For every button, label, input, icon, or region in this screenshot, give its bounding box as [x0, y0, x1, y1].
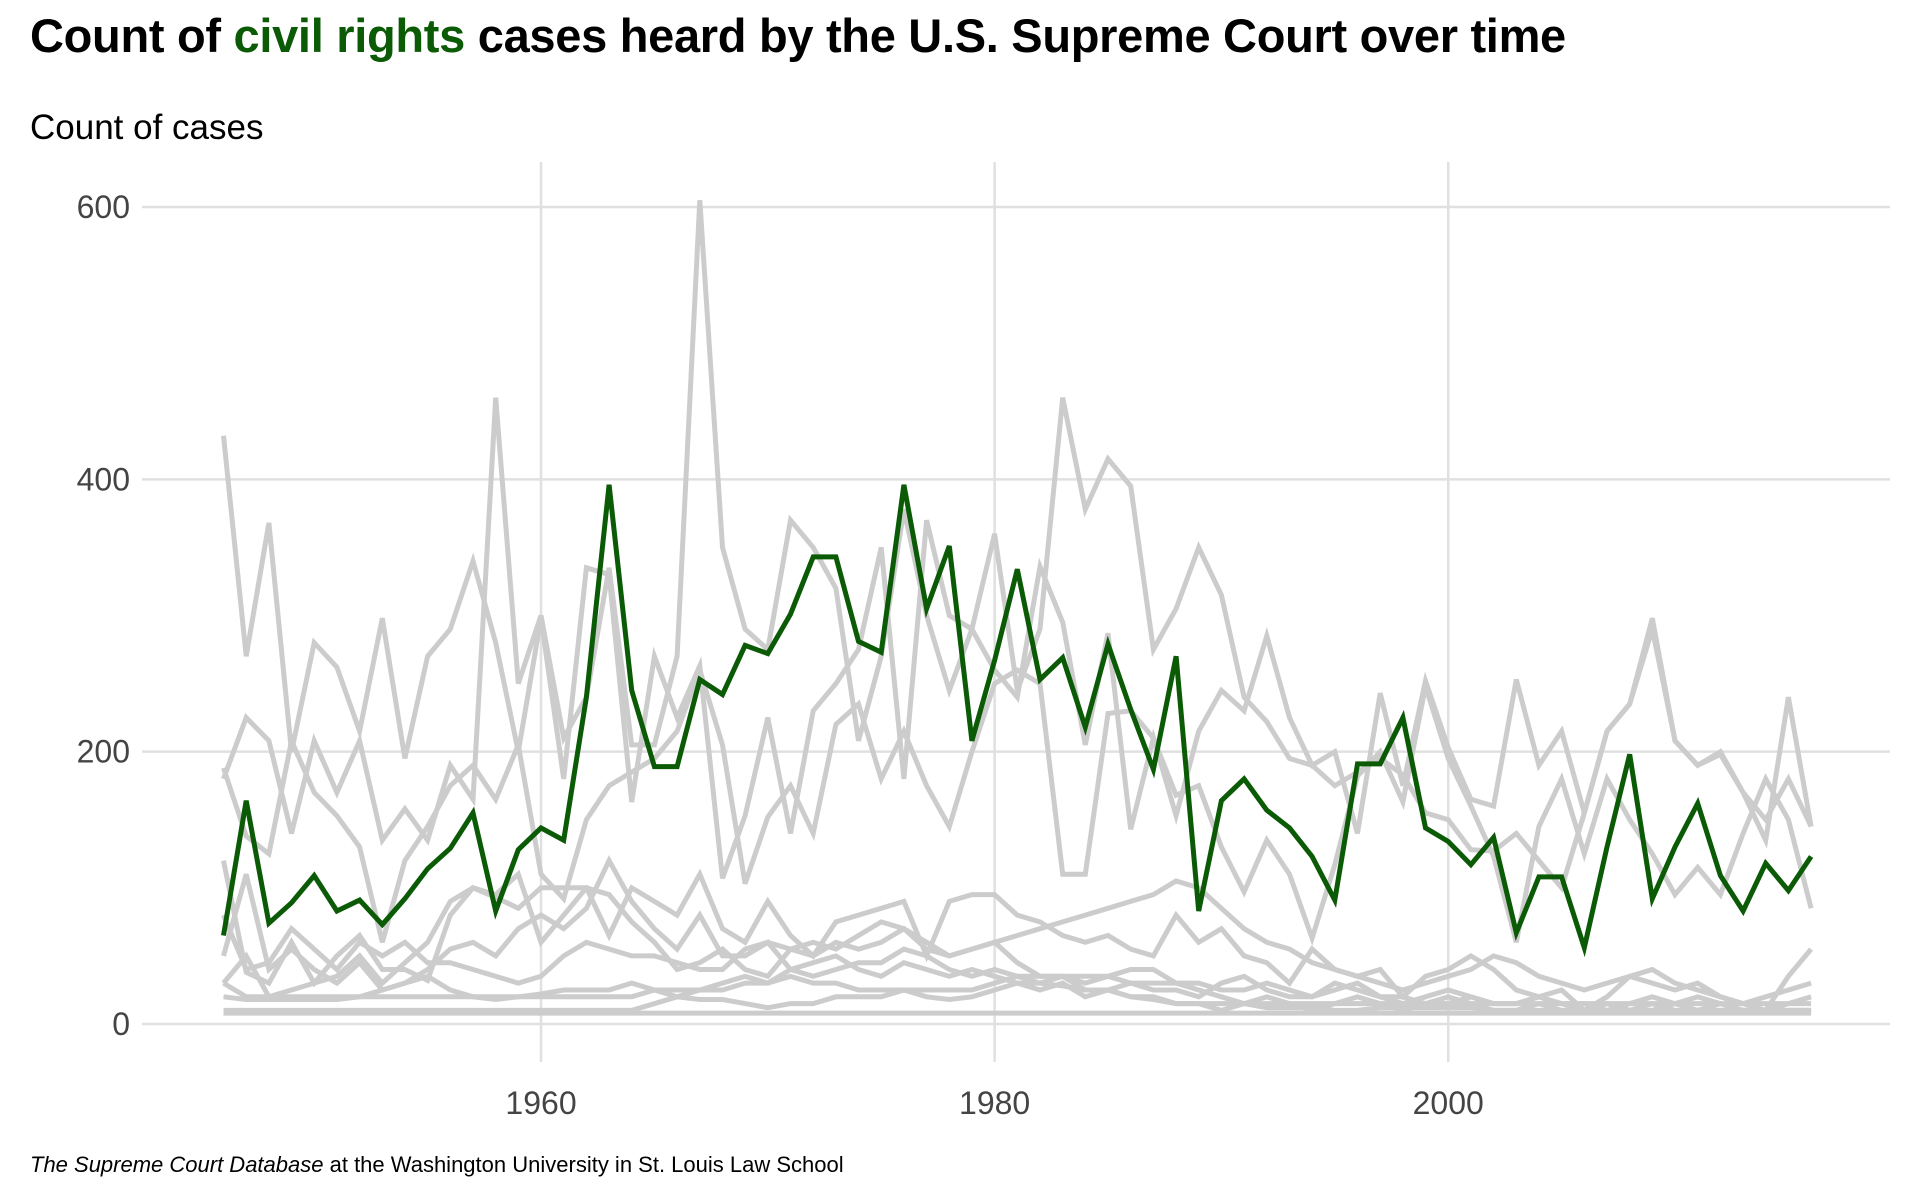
series-line-unions — [221, 869, 1812, 1014]
y-tick-label: 200 — [77, 734, 130, 770]
y-axis-label: Count of cases — [30, 108, 264, 147]
series-lines — [221, 200, 1814, 1016]
y-tick-label: 400 — [77, 461, 130, 497]
series-line-judicial-power — [221, 662, 1814, 947]
tick-labels: 0 200 400 600 1960 1980 2000 — [77, 189, 1484, 1121]
series-line-due-process — [221, 878, 1812, 1007]
x-tick-label: 2000 — [1413, 1085, 1484, 1121]
series-line-criminal-procedure — [221, 435, 1814, 880]
title-prefix: Count of — [30, 9, 234, 62]
series-line-economic-activity — [221, 200, 1814, 893]
title-highlight: civil rights — [233, 9, 466, 62]
x-tick-label: 1960 — [505, 1085, 576, 1121]
caption-rest: at the Washington University in St. Loui… — [323, 1152, 844, 1177]
chart-title: Count of civil rights cases heard by the… — [30, 8, 1566, 63]
gridlines — [142, 162, 1890, 1062]
y-tick-label: 0 — [112, 1006, 130, 1042]
x-tick-label: 1980 — [959, 1085, 1030, 1121]
series-line-civil-rights — [221, 484, 1814, 958]
y-tick-label: 600 — [77, 189, 130, 225]
caption-source-name: The Supreme Court Database — [30, 1152, 324, 1177]
title-suffix: cases heard by the U.S. Supreme Court ov… — [464, 9, 1566, 62]
source-caption: The Supreme Court Database at the Washin… — [30, 1152, 844, 1178]
series-line-miscellaneous — [222, 973, 1812, 1007]
